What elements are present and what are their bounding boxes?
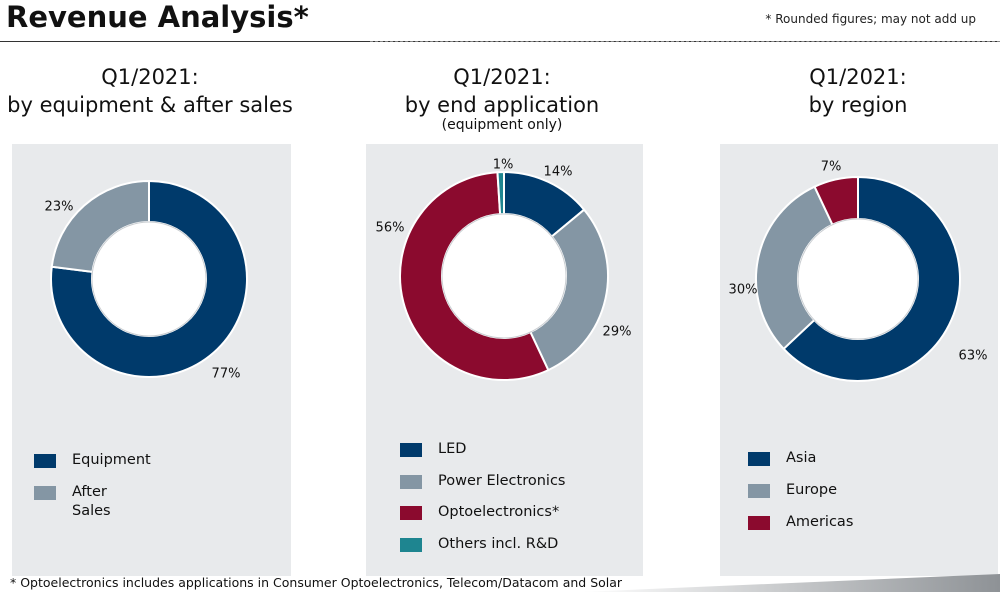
chart-2-panel: 14% 29% 56% 1% LED Power Electronics Optoelec… xyxy=(366,144,643,576)
chart-1-donut: 77% 23% xyxy=(45,179,248,382)
data-label: 14% xyxy=(544,165,573,180)
data-label: 23% xyxy=(45,200,74,215)
chart-2-subtitle: (equipment only) xyxy=(441,117,563,133)
legend-label: Europe xyxy=(786,482,837,498)
legend-label: Equipment xyxy=(72,452,151,468)
data-label: 29% xyxy=(603,325,632,340)
legend-swatch xyxy=(400,443,422,457)
data-label: 1% xyxy=(493,158,514,173)
chart-3-title-line1: Q1/2021: xyxy=(809,65,907,89)
chart-3-title-line2: by region xyxy=(808,93,908,117)
donut-hole xyxy=(91,221,207,337)
data-label: 56% xyxy=(376,221,405,236)
chart-3-panel: 63% 30% 7% Asia Europe Americas xyxy=(720,144,998,576)
rounding-note: * Rounded figures; may not add up xyxy=(765,12,976,26)
chart-3-title: Q1/2021: by region xyxy=(708,63,1000,119)
chart-2-title: Q1/2021: by end application xyxy=(352,63,652,119)
legend-swatch xyxy=(400,474,422,489)
chart-1-panel: 77% 23% Equipment After Sales xyxy=(12,144,291,576)
legend-label: Power Electronics xyxy=(438,472,566,489)
legend-swatch xyxy=(34,454,56,468)
legend-swatch xyxy=(400,506,422,520)
chart-1-title-line1: Q1/2021: xyxy=(101,65,199,89)
page-title: Revenue Analysis* xyxy=(6,0,309,34)
chart-1-title: Q1/2021: by equipment & after sales xyxy=(0,63,300,119)
legend-label: LED xyxy=(438,441,467,457)
legend-swatch xyxy=(400,537,422,552)
data-label: 7% xyxy=(821,160,842,175)
legend-swatch xyxy=(34,486,56,500)
donut-hole xyxy=(797,218,919,340)
data-label: 77% xyxy=(212,367,241,382)
chart-2-donut: 14% 29% 56% 1% xyxy=(376,158,632,381)
legend-label: Others incl. R&D xyxy=(438,535,559,552)
legend-swatch xyxy=(748,452,770,466)
chart-3-donut: 63% 30% 7% xyxy=(729,160,988,382)
header-divider-dashed xyxy=(370,41,1000,42)
legend-label: Americas xyxy=(786,514,854,530)
data-label: 63% xyxy=(959,349,988,364)
footnote: * Optoelectronics includes applications … xyxy=(10,575,623,590)
legend-swatch xyxy=(748,516,770,530)
chart-2-title-line2: by end application xyxy=(404,93,600,117)
chart-1-title-line2: by equipment & after sales xyxy=(7,93,293,117)
legend-label: After Sales xyxy=(72,484,111,519)
corner-decoration xyxy=(580,574,1000,592)
chart-2-title-line1: Q1/2021: xyxy=(453,65,551,89)
legend-swatch xyxy=(748,484,770,498)
data-label: 30% xyxy=(729,283,758,298)
legend-label: Optoelectronics* xyxy=(438,504,560,520)
donut-hole xyxy=(441,213,567,339)
legend-label: Asia xyxy=(786,450,817,466)
